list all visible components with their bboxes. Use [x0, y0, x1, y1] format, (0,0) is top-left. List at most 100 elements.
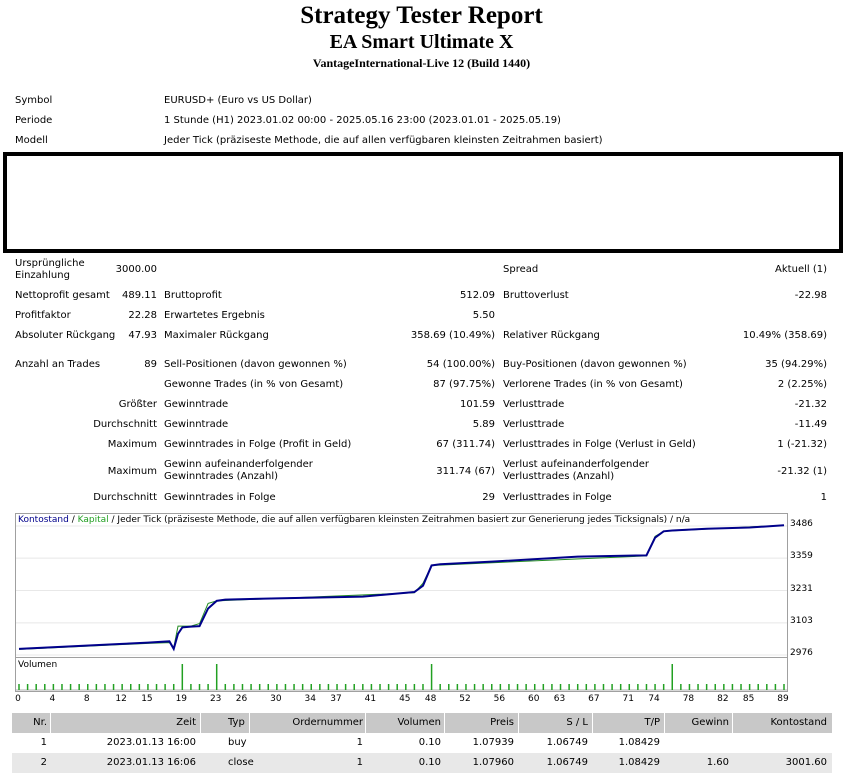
- maximum2-label: Maximum: [107, 466, 157, 477]
- average-loss-label: Verlusttrade: [503, 419, 565, 430]
- y-tick-label: 3231: [790, 583, 813, 594]
- short-positions-value: 54 (100.00%): [426, 359, 495, 370]
- table-cell: 0.10: [418, 757, 441, 768]
- report-title: Strategy Tester Report: [300, 2, 543, 29]
- table-cell: 0.10: [418, 737, 441, 748]
- table-cell: 1.06749: [546, 737, 588, 748]
- symbol-label: Symbol: [15, 95, 53, 106]
- x-tick-label: 60: [527, 694, 540, 704]
- gross-loss-value: -22.98: [794, 290, 827, 301]
- column-header: Typ: [228, 717, 245, 728]
- y-tick-label: 3103: [790, 615, 813, 626]
- avg-consecutive-losses-value: 1: [820, 492, 827, 503]
- average-win-value: 5.89: [472, 419, 495, 430]
- table-cell: 1: [40, 737, 47, 748]
- absolute-drawdown-value: 47.93: [128, 330, 157, 341]
- x-tick-label: 89: [777, 694, 789, 704]
- caption-separator: /: [68, 515, 78, 525]
- max-consecutive-loss-label: Verlust aufeinanderfolgender Verlusttrad…: [503, 459, 649, 482]
- symbol-value: EURUSD+ (Euro vs US Dollar): [164, 95, 312, 106]
- x-tick-label: 52: [459, 694, 471, 704]
- x-tick-label: 56: [493, 694, 506, 704]
- profit-factor-value: 22.28: [128, 310, 157, 321]
- x-tick-label: 34: [304, 694, 316, 704]
- table-cell: 2023.01.13 16:06: [106, 757, 196, 768]
- largest-loss-label: Verlusttrade: [503, 399, 565, 410]
- x-tick-label: 0: [15, 694, 21, 704]
- column-header: T/P: [644, 717, 660, 728]
- spread-label: Spread: [503, 264, 539, 275]
- maximum-label: Maximum: [107, 439, 157, 450]
- header-separator: [444, 713, 445, 733]
- column-header: Volumen: [397, 717, 441, 728]
- average-loss-value: -11.49: [794, 419, 827, 430]
- table-row: [12, 753, 832, 773]
- table-cell: 1: [356, 757, 363, 768]
- gross-loss-label: Bruttoverlust: [503, 290, 569, 301]
- table-cell: 1.06749: [546, 757, 588, 768]
- total-trades-value: 89: [144, 359, 157, 370]
- parameters-box: [3, 152, 843, 253]
- volume-chart: [15, 657, 788, 692]
- initial-deposit-value: 3000.00: [115, 264, 157, 275]
- column-header: S / L: [566, 717, 588, 728]
- x-tick-label: 78: [682, 694, 695, 704]
- table-cell: 1.08429: [618, 757, 660, 768]
- table-cell: 3001.60: [785, 757, 827, 768]
- max-consecutive-losses-label: Verlusttrades in Folge (Verlust in Geld): [503, 439, 696, 450]
- largest-loss-value: -21.32: [794, 399, 827, 410]
- table-cell: 1: [356, 737, 363, 748]
- x-tick-label: 48: [424, 694, 437, 704]
- period-label: Periode: [15, 115, 53, 126]
- won-trades-label: Gewonne Trades (in % von Gesamt): [164, 379, 344, 390]
- avg-consecutive-wins-value: 29: [482, 492, 495, 503]
- x-tick-label: 74: [648, 694, 660, 704]
- table-cell: 2: [40, 757, 47, 768]
- header-separator: [732, 713, 733, 733]
- y-tick-label: 3486: [790, 519, 813, 529]
- average2-label: Durchschnitt: [93, 492, 157, 503]
- average-win-label: Gewinntrade: [164, 419, 229, 430]
- x-tick-label: 63: [553, 694, 566, 704]
- column-header: Kontostand: [770, 717, 828, 728]
- gross-profit-label: Bruttoprofit: [164, 290, 222, 301]
- column-header: Nr.: [33, 717, 47, 728]
- avg-consecutive-wins-label: Gewinntrades in Folge: [164, 492, 276, 503]
- x-tick-label: 8: [83, 694, 90, 704]
- header-separator: [50, 713, 51, 733]
- profit-factor-label: Profitfaktor: [15, 310, 71, 321]
- won-trades-value: 87 (97.75%): [433, 379, 495, 390]
- expected-payoff-value: 5.50: [472, 310, 495, 321]
- model-label: Modell: [15, 135, 48, 146]
- equity-line: [18, 524, 785, 650]
- x-tick-label: 37: [330, 694, 342, 704]
- total-trades-label: Anzahl an Trades: [15, 359, 101, 370]
- avg-consecutive-losses-label: Verlusttrades in Folge: [503, 492, 612, 503]
- lost-trades-value: 2 (2.25%): [777, 379, 827, 390]
- relative-drawdown-value: 10.49% (358.69): [742, 330, 827, 341]
- x-tick-label: 45: [399, 694, 411, 704]
- caption-rest: / Jeder Tick (präziseste Methode, die au…: [108, 515, 691, 525]
- balance-chart-svg: [16, 524, 787, 656]
- model-value: Jeder Tick (präziseste Methode, die auf …: [164, 135, 603, 146]
- lost-trades-label: Verlorene Trades (in % von Gesamt): [503, 379, 683, 390]
- largest-win-label: Gewinntrade: [164, 399, 229, 410]
- net-profit-value: 489.11: [122, 290, 157, 301]
- max-consecutive-wins-label: Gewinntrades in Folge (Profit in Geld): [164, 439, 352, 450]
- max-consecutive-losses-value: 1 (-21.32): [777, 439, 827, 450]
- x-tick-label: 85: [742, 694, 755, 704]
- column-header: Preis: [490, 717, 514, 728]
- average-label: Durchschnitt: [93, 419, 157, 430]
- x-tick-label: 26: [235, 694, 248, 704]
- header-separator: [592, 713, 593, 733]
- x-tick-label: 12: [115, 694, 127, 704]
- max-consecutive-wins-value: 67 (311.74): [436, 439, 495, 450]
- header-separator: [664, 713, 665, 733]
- table-cell: 1.08429: [618, 737, 660, 748]
- table-cell: 1.07960: [472, 757, 514, 768]
- table-cell: buy: [228, 737, 247, 748]
- relative-drawdown-label: Relativer Rückgang: [503, 330, 600, 341]
- max-consecutive-profit-label: Gewinn aufeinanderfolgender Gewinntrades…: [164, 459, 313, 482]
- long-positions-label: Buy-Positionen (davon gewonnen %): [503, 359, 687, 370]
- header-separator: [249, 713, 250, 733]
